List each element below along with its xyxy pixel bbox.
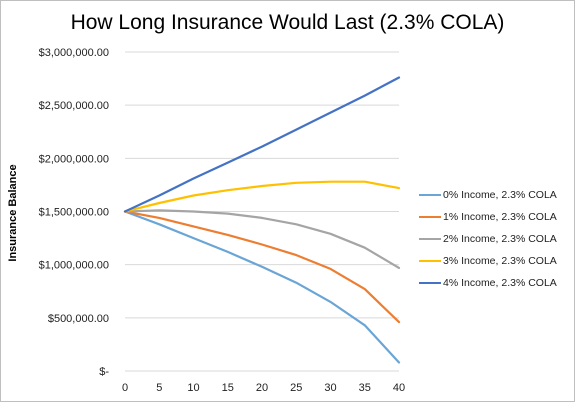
legend-label: 0% Income, 2.3% COLA <box>443 189 557 201</box>
legend-swatch <box>419 260 441 262</box>
x-tick-label: 0 <box>122 382 128 394</box>
x-tick-label: 10 <box>187 382 199 394</box>
x-tick-labels: 0 5 10 15 20 25 30 35 40 <box>122 382 405 394</box>
x-tick-label: 35 <box>359 382 371 394</box>
legend-item-3: 3% Income, 2.3% COLA <box>419 255 569 277</box>
legend-item-2: 2% Income, 2.3% COLA <box>419 233 569 255</box>
legend-swatch <box>419 238 441 240</box>
legend-label: 3% Income, 2.3% COLA <box>443 255 557 267</box>
legend-label: 1% Income, 2.3% COLA <box>443 211 557 223</box>
y-tick-label: $500,000.00 <box>48 313 109 325</box>
series-line-0 <box>123 210 401 364</box>
x-tick-label: 5 <box>156 382 162 394</box>
chart-title: How Long Insurance Would Last (2.3% COLA… <box>70 11 505 34</box>
x-tick-label: 30 <box>324 382 336 394</box>
series-line-1 <box>123 210 401 324</box>
legend: 0% Income, 2.3% COLA 1% Income, 2.3% COLA… <box>419 189 569 299</box>
series-line-3 <box>123 180 401 213</box>
x-tick-label: 40 <box>393 382 405 394</box>
legend-swatch <box>419 282 441 284</box>
y-tick-label: $1,000,000.00 <box>39 260 109 272</box>
legend-item-1: 1% Income, 2.3% COLA <box>419 211 569 233</box>
x-tick-label: 20 <box>256 382 268 394</box>
legend-item-4: 4% Income, 2.3% COLA <box>419 277 569 299</box>
x-tick-label: 15 <box>222 382 234 394</box>
y-tick-label: $- <box>99 366 109 378</box>
y-axis-label: Insurance Balance <box>7 164 19 262</box>
series-line-4 <box>123 76 401 213</box>
y-tick-labels: $- $500,000.00 $1,000,000.00 $1,500,000.00 $… <box>39 47 110 378</box>
legend-swatch <box>419 194 441 196</box>
y-tick-label: $1,500,000.00 <box>39 207 109 219</box>
series-line-2 <box>123 209 401 269</box>
y-tick-label: $3,000,000.00 <box>39 47 109 59</box>
legend-label: 4% Income, 2.3% COLA <box>443 277 557 289</box>
y-tick-label: $2,500,000.00 <box>39 100 109 112</box>
legend-item-0: 0% Income, 2.3% COLA <box>419 189 569 211</box>
legend-swatch <box>419 216 441 218</box>
legend-label: 2% Income, 2.3% COLA <box>443 233 557 245</box>
x-tick-label: 25 <box>290 382 302 394</box>
series-lines <box>123 76 401 364</box>
y-tick-label: $2,000,000.00 <box>39 153 109 165</box>
